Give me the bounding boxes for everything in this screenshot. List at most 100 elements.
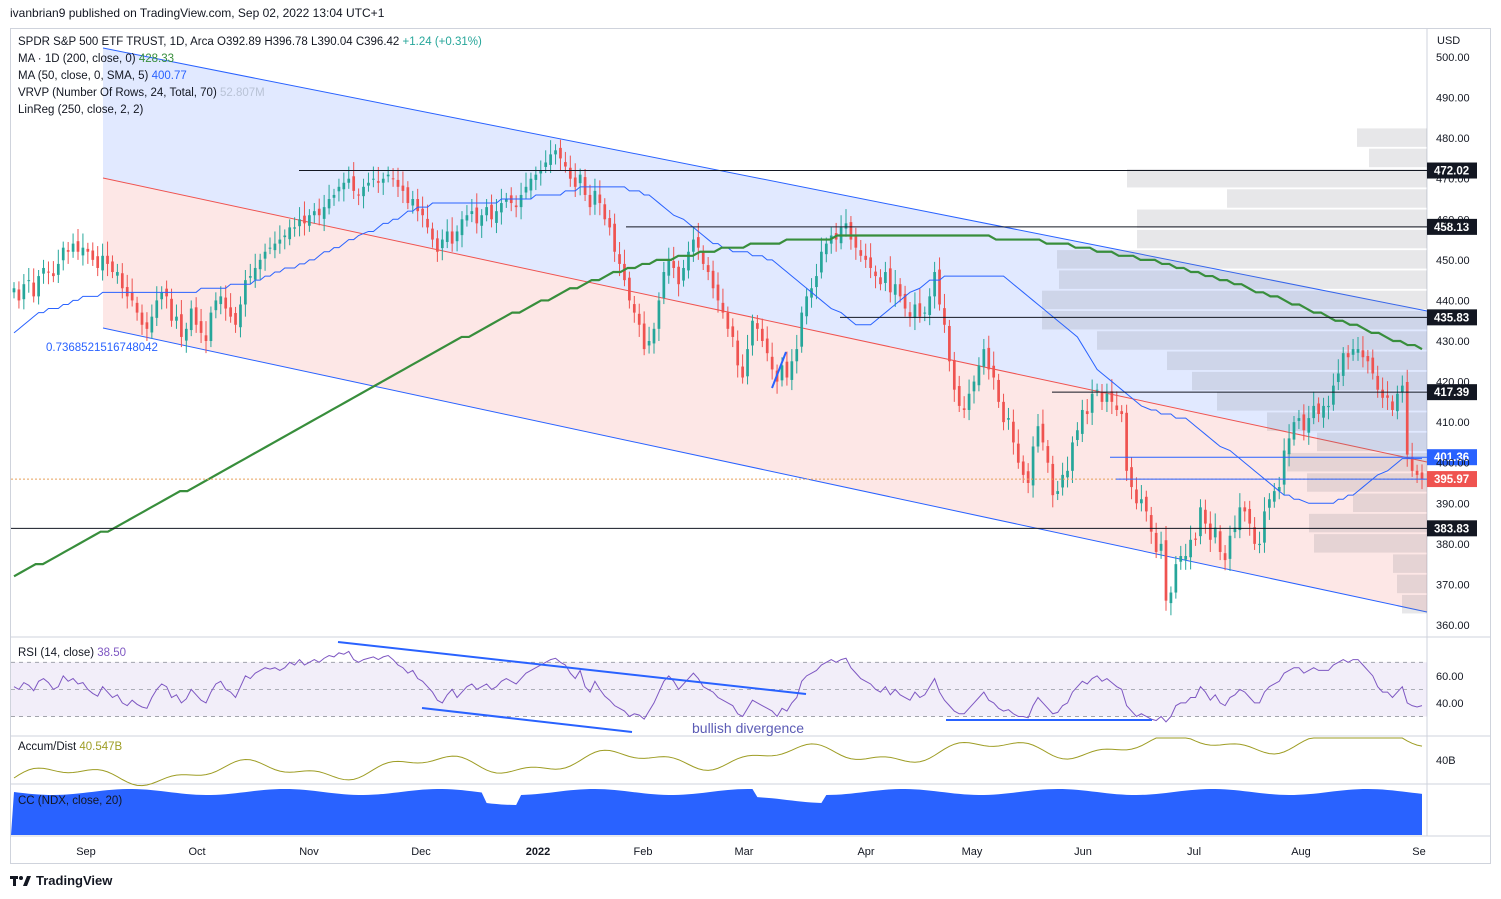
candle	[1420, 472, 1424, 479]
candle	[1208, 523, 1212, 540]
candle	[701, 251, 705, 264]
candle	[42, 267, 45, 274]
candle	[1130, 467, 1133, 488]
candle	[539, 170, 543, 174]
rsi-annotation: bullish divergence	[692, 720, 805, 736]
candle	[308, 215, 311, 226]
candle	[692, 239, 695, 252]
candle	[997, 379, 1000, 402]
candle	[322, 207, 326, 219]
price-level-label: 401.36	[1434, 452, 1469, 464]
candle	[711, 270, 715, 289]
candle	[175, 316, 178, 321]
ma200-value: 428.33	[138, 53, 174, 65]
price-tick-label: 450.00	[1436, 255, 1470, 267]
candle	[1361, 350, 1365, 358]
time-tick-label: 2022	[526, 846, 550, 858]
candle	[1268, 499, 1271, 508]
price-level-label: 435.83	[1434, 312, 1469, 324]
candle	[1307, 418, 1311, 433]
candle	[1243, 507, 1247, 512]
volume-profile-bar	[1267, 412, 1427, 431]
candle	[421, 208, 424, 216]
rsi-pane	[11, 641, 1427, 733]
candle	[1144, 496, 1148, 512]
candle	[283, 235, 287, 238]
candle	[608, 218, 612, 228]
linreg-upper-line	[102, 47, 1428, 312]
accum-value: 40.547B	[79, 741, 123, 753]
candle	[1071, 442, 1074, 471]
candle	[790, 361, 794, 380]
candle	[381, 178, 385, 183]
candle	[568, 167, 572, 179]
footer-brand[interactable]: TradingView	[10, 873, 112, 888]
candle	[795, 349, 799, 362]
candle	[657, 300, 661, 329]
time-tick-label: Se	[1412, 846, 1425, 858]
linreg-upper-fill	[103, 48, 1427, 462]
candle	[460, 219, 464, 236]
candle	[1346, 353, 1350, 358]
ohlc-low: 390.04	[317, 36, 353, 48]
volume-profile-bar	[1059, 270, 1427, 289]
candle	[278, 239, 282, 244]
cc-legend[interactable]: CC (NDX, close, 20)	[18, 795, 122, 807]
symbol-name: SPDR S&P 500 ETF TRUST, 1D, Arca	[18, 36, 214, 48]
candle	[1272, 491, 1276, 502]
candle	[726, 312, 730, 329]
candle	[957, 386, 961, 406]
tradingview-brand: TradingView	[36, 873, 113, 888]
candle	[1405, 381, 1409, 455]
volume-profile-bar	[1317, 432, 1427, 452]
rsi-legend[interactable]: RSI (14, close) 38.50	[18, 647, 126, 659]
symbol-row[interactable]: SPDR S&P 500 ETF TRUST, 1D, Arca O392.89…	[18, 34, 482, 51]
rsi-line	[13, 650, 1423, 723]
candle	[770, 356, 774, 370]
candle	[1400, 385, 1404, 393]
time-tick-label: Nov	[299, 846, 319, 858]
candle	[224, 297, 228, 309]
candle	[450, 231, 454, 244]
volume-profile-bar	[1287, 452, 1427, 472]
ma50-line	[13, 186, 1422, 504]
candle	[155, 300, 159, 318]
linreg-row[interactable]: LinReg (250, close, 2, 2)	[18, 102, 482, 119]
volume-profile-bar	[1393, 554, 1427, 573]
candle	[480, 215, 484, 226]
ohlc-high: 396.78	[272, 36, 308, 48]
candle	[396, 179, 400, 187]
candle	[716, 284, 720, 301]
candle	[593, 190, 597, 205]
candle	[170, 298, 173, 321]
candle	[1189, 539, 1192, 558]
candle	[884, 272, 887, 283]
candle	[106, 255, 109, 264]
candle	[303, 215, 306, 224]
candle	[751, 320, 754, 346]
time-axis[interactable]: Sep Oct Nov Dec 2022 Feb Mar Apr May Jun Jul Aug Se	[76, 846, 1426, 858]
accum-dist-line	[13, 737, 1423, 787]
candle	[145, 322, 149, 329]
volume-profile-bar	[1397, 574, 1427, 594]
ma200-row[interactable]: MA · 1D (200, close, 0) 428.33	[18, 51, 482, 68]
candle	[253, 267, 257, 280]
price-axis[interactable]: 472.02 458.13 435.83 417.39 401.36 395.97 383.…	[1427, 52, 1477, 767]
ma50-label: MA (50, close, 0, SMA, 5)	[18, 70, 149, 82]
vrvp-row[interactable]: VRVP (Number Of Rows, 24, Total, 70) 52.…	[18, 85, 482, 102]
price-tick-label: 390.00	[1436, 498, 1470, 510]
candle	[199, 321, 203, 333]
candle	[500, 203, 503, 213]
candle	[239, 304, 242, 328]
cc-pane	[11, 789, 1422, 835]
candle	[1396, 393, 1399, 412]
candle	[22, 284, 26, 300]
accum-legend[interactable]: Accum/Dist 40.547B	[18, 741, 122, 753]
candle	[86, 248, 90, 252]
price-tick-label: 470.00	[1436, 174, 1470, 186]
candle	[1228, 535, 1232, 559]
ma50-row[interactable]: MA (50, close, 0, SMA, 5) 400.77	[18, 68, 482, 85]
candle	[908, 312, 912, 317]
candle	[1115, 405, 1119, 410]
